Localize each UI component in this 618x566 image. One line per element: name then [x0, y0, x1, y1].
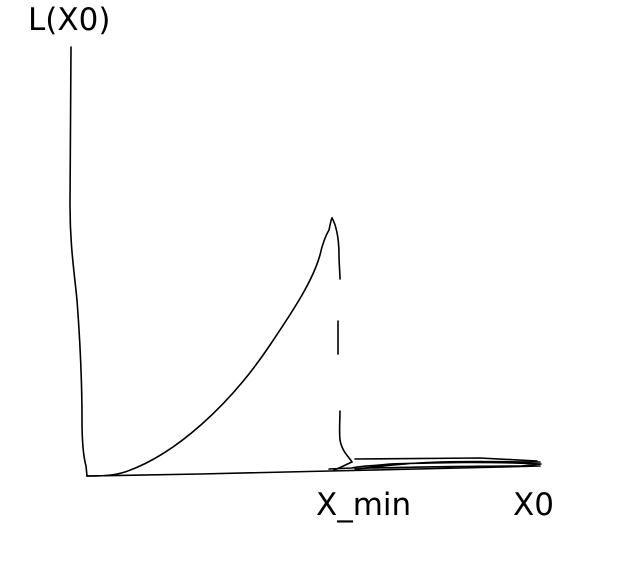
x-axis-label: X0: [513, 487, 554, 523]
peak-drop: [331, 217, 341, 280]
x-min-label: X_min: [316, 487, 411, 523]
y-axis-label: L(X0): [28, 2, 110, 38]
x-axis-line: [86, 465, 541, 477]
tail-loop: [333, 461, 353, 471]
dashed-descent-lower: [338, 410, 353, 463]
y-axis-line: [69, 46, 88, 477]
tail-upper-line: [354, 457, 538, 462]
rising-curve: [86, 217, 333, 477]
tail-scribble: [328, 460, 542, 470]
